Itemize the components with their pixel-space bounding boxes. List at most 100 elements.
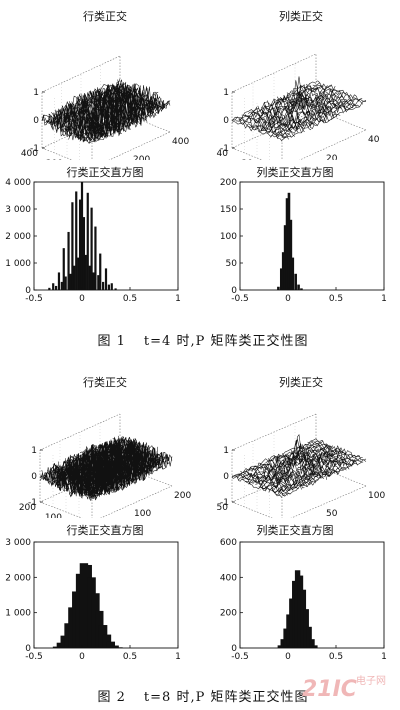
figure-1-caption: 图 1 t=4 时,P 矩阵类正交性图 — [0, 330, 400, 349]
histogram-bar — [52, 283, 55, 290]
panel-title: 列类正交 — [279, 376, 323, 389]
z-tick-label: 0 — [31, 472, 37, 482]
surface-plot-3d: 10-140020000200400 — [21, 55, 189, 183]
z-tick-label: 1 — [33, 88, 39, 98]
panel-title: 行类正交直方图 — [66, 166, 144, 179]
z-tick-label: -1 — [220, 144, 229, 154]
x-tick-label: 100 — [368, 491, 385, 501]
surface-mesh — [39, 435, 173, 502]
axes-box-edge — [39, 413, 121, 451]
y-tick-label: 1 000 — [5, 609, 31, 619]
histogram-bar — [286, 614, 292, 648]
x-tick-label: 0 — [79, 652, 85, 662]
histogram-bar — [107, 284, 110, 290]
fig1-row-surface-panel: 行类正交 10-140020000200400 — [0, 0, 200, 183]
panel-title: 列类正交直方图 — [256, 524, 334, 537]
axes-frame — [33, 541, 179, 649]
histogram-bar — [289, 219, 293, 290]
axes-frame — [239, 541, 385, 649]
figure-caption-text: t=8 时,P 矩阵类正交性图 — [143, 690, 309, 705]
histogram-bar — [294, 570, 301, 648]
histogram-bar — [283, 628, 289, 648]
y-tick-label: 400 — [220, 573, 237, 583]
z-tick-label: 0 — [33, 116, 39, 126]
histogram-bar — [62, 248, 65, 290]
y-tick-label: 0 — [25, 644, 31, 654]
x-tick-label: 0.5 — [329, 652, 343, 662]
panel-title: 列类正交 — [279, 10, 323, 23]
fig2-row-surface-panel: 行类正交 10-120010000100200 — [0, 368, 200, 537]
x-tick-label: 40 — [368, 135, 380, 145]
x-tick-label: -0.5 — [231, 652, 249, 662]
svg-text:21IC: 21IC — [302, 677, 357, 702]
y-tick-label: 200 — [19, 503, 36, 513]
fig1-col-surface-panel: 列类正交 10-14020002040 — [200, 0, 400, 183]
histogram-bar — [277, 286, 280, 290]
histogram-bar — [54, 285, 58, 290]
x-tick-label: 0.5 — [123, 652, 137, 662]
histogram-bar — [77, 257, 80, 290]
histogram-bar — [312, 645, 318, 648]
histogram-bar — [297, 575, 304, 648]
z-tick-label: -1 — [220, 498, 229, 508]
histogram-bar — [102, 281, 105, 290]
x-tick-label: 200 — [174, 491, 191, 501]
histogram-bar — [92, 272, 95, 290]
surface-mesh — [41, 78, 171, 145]
fig1-col-hist-panel: 列类正交直方图 -0.5 0 0.5 1 0 50 100 150 200 — [200, 160, 400, 308]
histogram-bar — [57, 272, 61, 290]
x-tick-label: 1 — [381, 652, 387, 662]
histogram-bar — [306, 626, 312, 648]
y-tick-label: 150 — [220, 205, 237, 215]
histogram-bar — [300, 288, 303, 290]
histogram-bar — [277, 645, 284, 648]
histogram-bar — [309, 639, 315, 648]
z-tick-label: 1 — [223, 88, 229, 98]
axes-box-edge — [231, 501, 283, 523]
histogram-bar — [78, 199, 82, 290]
histogram-bar — [94, 226, 97, 290]
histogram-bar — [97, 275, 100, 290]
histogram-bar — [297, 284, 300, 290]
figure-number: 图 2 — [97, 690, 126, 705]
histogram-bar — [114, 288, 117, 290]
y-tick-label: 1 000 — [5, 259, 31, 269]
histogram-bar — [86, 192, 89, 290]
y-tick-label: 3 000 — [5, 205, 31, 215]
histogram-bar — [67, 231, 70, 290]
z-tick-label: -1 — [30, 144, 39, 154]
site-watermark-logo: 21IC 电子网 — [302, 674, 386, 702]
figure-2-caption: 图 2 t=8 时,P 矩阵类正交性图 — [0, 686, 400, 705]
x-tick-label: 1 — [175, 652, 181, 662]
histogram-bar — [80, 182, 84, 290]
surface-plot-3d: 10-1500050100 — [217, 413, 385, 537]
panel-title: 行类正交 — [83, 10, 127, 23]
histogram-bar — [88, 265, 91, 290]
histogram-bar — [287, 192, 291, 290]
histogram-bar — [90, 207, 93, 290]
x-tick-label: 100 — [134, 509, 151, 518]
histogram-bar — [82, 217, 86, 290]
histogram-bar — [110, 283, 113, 290]
histogram-bar — [285, 198, 289, 290]
axes-box-edge — [281, 485, 367, 523]
histogram-bar — [279, 268, 283, 290]
y-tick-label: 50 — [226, 259, 238, 269]
y-tick-label: 200 — [220, 178, 237, 188]
histogram-bar — [60, 281, 63, 290]
z-tick-label: 0 — [223, 116, 229, 126]
x-tick-label: 0.5 — [123, 294, 137, 304]
histogram-bar — [281, 252, 285, 290]
fig1-row-hist-panel: 行类正交直方图 -0.5 0 0.5 1 0 1 000 2 000 3 000 4 000 — [0, 160, 200, 308]
histogram-bar — [84, 254, 87, 290]
axes-box-edge — [39, 465, 121, 503]
histogram-bar — [69, 273, 72, 290]
histogram-bar — [291, 257, 295, 290]
axes-box-edge — [91, 131, 171, 169]
surface-mesh — [231, 433, 367, 498]
z-tick-label: 0 — [223, 472, 229, 482]
y-tick-label: 0 — [231, 644, 237, 654]
